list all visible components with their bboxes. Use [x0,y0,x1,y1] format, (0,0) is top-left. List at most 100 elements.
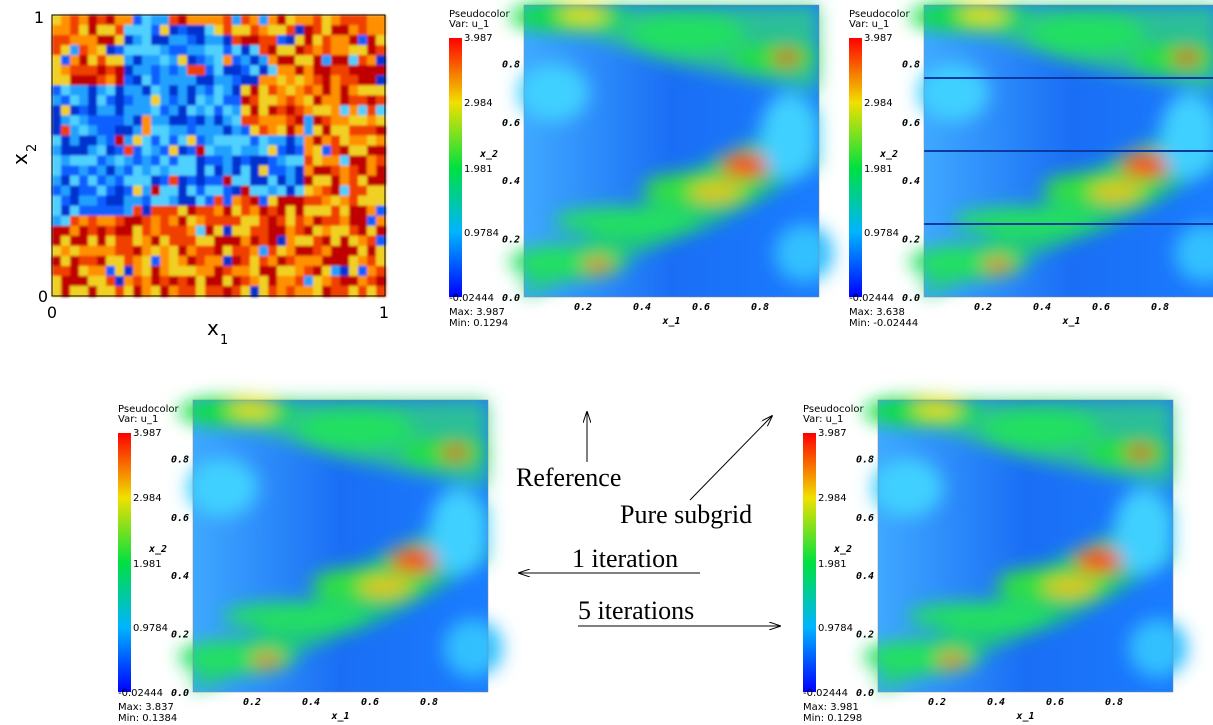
field-cell [313,265,323,277]
field-cell [79,215,89,227]
field-cell [277,175,287,187]
min-label: Min: 0.1294 [449,318,508,329]
field-cell [259,255,269,267]
field-cell [340,85,350,97]
field-blob [222,601,370,631]
field-cell [142,55,152,67]
field-cell [277,145,287,157]
field-cell [358,85,368,97]
field-cell [61,175,71,187]
field-cell [97,35,107,47]
field-cell [277,155,287,167]
field-cell [79,95,89,107]
field-cell [214,215,224,227]
field-cell [295,265,305,277]
field-cell [340,185,350,197]
x-axis-label: x_1 [1061,316,1080,327]
field-cell [151,195,161,207]
field-cell [169,25,179,37]
field-cell [349,205,359,217]
field-cell [133,165,143,177]
field-cell [142,255,152,267]
field-cell [313,275,323,287]
field-cell [322,125,332,137]
field-cell [313,95,323,107]
field-cell [52,265,62,277]
y-tick-label: 0.4 [902,176,920,187]
field-cell [313,165,323,177]
field-cell [295,75,305,87]
field-cell [304,285,314,297]
field-cell [97,125,107,137]
field-cell [151,215,161,227]
field-cell [277,235,287,247]
field-cell [223,145,233,157]
field-cell [268,275,278,287]
field-cell [259,225,269,237]
field-cell [331,175,341,187]
field-cell [88,125,98,137]
field-cell [358,175,368,187]
field-cell [106,155,116,167]
field-cell [250,155,260,167]
field-cell [61,285,71,297]
field-cell [70,155,80,167]
field-cell [97,45,107,57]
field-cell [187,175,197,187]
field-cell [340,205,350,217]
field-cell [61,95,71,107]
colorbar-label: -0.02444 [803,688,848,699]
field-cell [205,155,215,167]
field-cell [151,165,161,177]
field-cell [61,45,71,57]
field-cell [133,285,143,297]
annotation: 5 iterations [578,596,694,625]
field-cell [124,75,134,87]
field-cell [259,25,269,37]
field-cell [286,195,296,207]
field-cell [61,245,71,257]
field-cell [376,215,386,227]
field-cell [358,215,368,227]
legend-variable: Var: u_1 [118,414,158,425]
field-cell [232,285,242,297]
field-cell [187,165,197,177]
field-cell [268,75,278,87]
field-cell [61,165,71,177]
field-cell [142,235,152,247]
field-cell [304,185,314,197]
field-cell [124,35,134,47]
field-cell [160,235,170,247]
y-tick-label: 0.2 [171,630,189,641]
field-cell [232,105,242,117]
max-label: Max: 3.837 [118,702,174,713]
field-cell [295,25,305,37]
field-cell [286,95,296,107]
field-cell [223,235,233,247]
field-cell [106,265,116,277]
y-tick-label: 1 [34,8,44,27]
field-cell [367,15,377,27]
field-cell [124,85,134,97]
field-blob [1125,445,1156,460]
field-cell [259,105,269,117]
field-cell [142,145,152,157]
field-cell [304,225,314,237]
field-cell [187,275,197,287]
field-cell [178,185,188,197]
field-cell [70,85,80,97]
field-cell [376,235,386,247]
field-blobs [509,2,834,297]
field-cell [340,155,350,167]
field-cell [97,105,107,117]
field-cell [160,165,170,177]
field-cell [304,255,314,267]
field-cell [313,145,323,157]
field-blob [959,5,1007,23]
field-cell [142,15,152,27]
field-cell [160,25,170,37]
solution-field [509,2,834,297]
field-cell [52,175,62,187]
